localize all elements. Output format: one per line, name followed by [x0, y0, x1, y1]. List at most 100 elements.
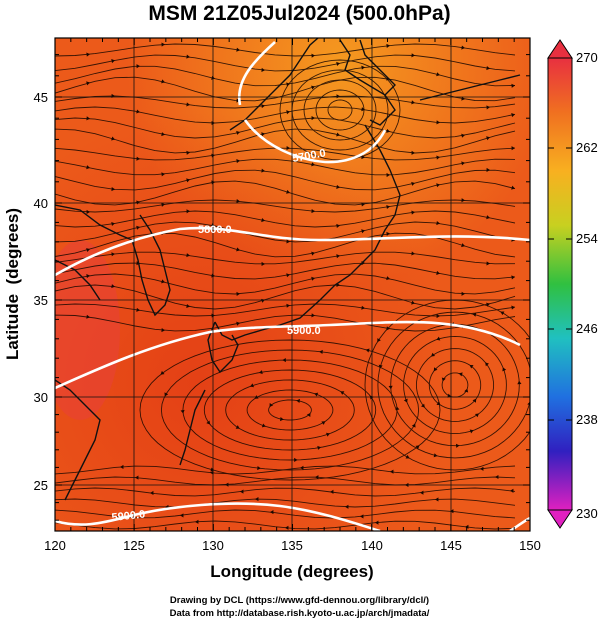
streamline-arrow [486, 261, 490, 266]
streamline-arrow [160, 370, 165, 375]
streamline-arrow [511, 83, 515, 88]
coast-russia-east [229, 38, 319, 131]
streamline-arrow [186, 102, 190, 107]
streamline-arrow [326, 432, 330, 437]
streamline-arrow [236, 291, 240, 296]
streamline-arrow [186, 253, 190, 258]
streamline-arrow [517, 380, 522, 385]
warm-patch-west [55, 240, 120, 420]
grid-lines [55, 38, 530, 531]
streamline-arrow [480, 466, 484, 471]
streamline-arrow [300, 465, 304, 470]
streamline-arrow [161, 279, 165, 284]
streamline [55, 210, 516, 228]
colorbar-label: 230 [576, 506, 598, 521]
streamline-arrow [261, 218, 265, 223]
streamline-arrow [336, 132, 340, 137]
colorbar-label: 254 [576, 231, 598, 246]
streamline-arrow [261, 67, 265, 73]
streamline [55, 251, 516, 265]
streamline-arrow [386, 128, 390, 133]
height-contours [55, 41, 530, 531]
streamline [55, 221, 516, 243]
streamline-arrow [286, 82, 290, 87]
streamline [327, 99, 353, 121]
streamline-arrow [180, 513, 184, 518]
streamline-arrow [236, 321, 240, 326]
streamline-arrow [136, 64, 140, 69]
streamline-arrow [411, 150, 415, 155]
coast-honshu [214, 124, 401, 341]
streamline-arrow [361, 229, 365, 234]
streamline-arrow [511, 185, 515, 190]
streamline-arrow [486, 167, 490, 173]
streamline-arrow [136, 109, 140, 114]
streamline-arrow [261, 261, 265, 267]
streamline-arrow [486, 66, 490, 71]
streamline-arrow [377, 338, 381, 343]
streamline-arrow [161, 42, 165, 47]
streamline-arrow [436, 270, 440, 275]
streamline-arrow [472, 312, 477, 317]
streamline-arrow [186, 150, 190, 155]
streamline-arrow [86, 314, 90, 319]
streamline-arrow [431, 352, 436, 357]
streamline-arrow [86, 248, 90, 253]
y-tick-label: 25 [34, 478, 48, 493]
streamline-arrow [435, 497, 439, 502]
credit-drawing: Drawing by DCL (https://www.gfd-dennou.o… [169, 595, 430, 606]
streamline-arrow [336, 254, 340, 259]
streamline-arrow [317, 445, 322, 450]
streamline-arrow [386, 43, 390, 48]
streamline-arrow [236, 130, 240, 135]
streamline [55, 262, 516, 280]
streamline-arrow [403, 398, 408, 403]
streamline-arrow [361, 154, 365, 160]
streamline-arrow [365, 348, 370, 353]
streamline-arrow [336, 223, 340, 228]
streamline-arrow [261, 104, 265, 109]
streamline-arrow [86, 52, 90, 57]
streamline-arrow [235, 425, 240, 429]
streamline-arrow [311, 209, 315, 214]
streamline-arrow [261, 132, 265, 137]
streamline-arrow [255, 497, 259, 502]
streamline-arrow [286, 273, 290, 278]
contour-5800 [55, 226, 530, 277]
streamline [55, 520, 516, 530]
streamline-arrow [319, 349, 323, 354]
streamline-arrow [464, 388, 469, 393]
streamline-arrow [436, 221, 440, 226]
streamline-arrow [161, 132, 165, 137]
x-tick-label: 130 [202, 538, 224, 553]
streamline-arrow [511, 305, 515, 310]
streamline-arrow [86, 274, 90, 279]
streamline-arrow [285, 525, 289, 530]
streamline-arrow [411, 181, 415, 186]
streamline-arrow [186, 209, 190, 214]
streamline-arrow [286, 303, 290, 308]
streamline [303, 79, 377, 141]
streamline [55, 509, 516, 519]
streamline-arrow [311, 276, 315, 281]
streamline-arrow [461, 133, 465, 138]
streamline-arrow [433, 453, 438, 458]
streamline-arrow [150, 490, 154, 496]
streamline-arrow [527, 401, 530, 406]
streamline-arrow [386, 231, 390, 236]
streamline-arrow [486, 136, 490, 141]
contour-label-5900: 5900.0 [287, 325, 321, 337]
streamline-arrow [135, 475, 139, 480]
streamline-arrow [511, 275, 515, 280]
plot-area: 5700.0 5800.0 5900.0 5900.0 [55, 38, 530, 531]
streamline-arrow [161, 202, 165, 207]
streamline-arrow [420, 490, 424, 495]
streamline-arrow [311, 251, 315, 256]
streamline [279, 59, 401, 161]
streamline-arrow [500, 311, 505, 316]
streamline-arrow [286, 189, 290, 194]
streamline-arrow [510, 488, 514, 493]
streamline-arrow [386, 172, 390, 178]
streamline-arrow [286, 239, 290, 244]
streamline-arrow [502, 367, 507, 372]
